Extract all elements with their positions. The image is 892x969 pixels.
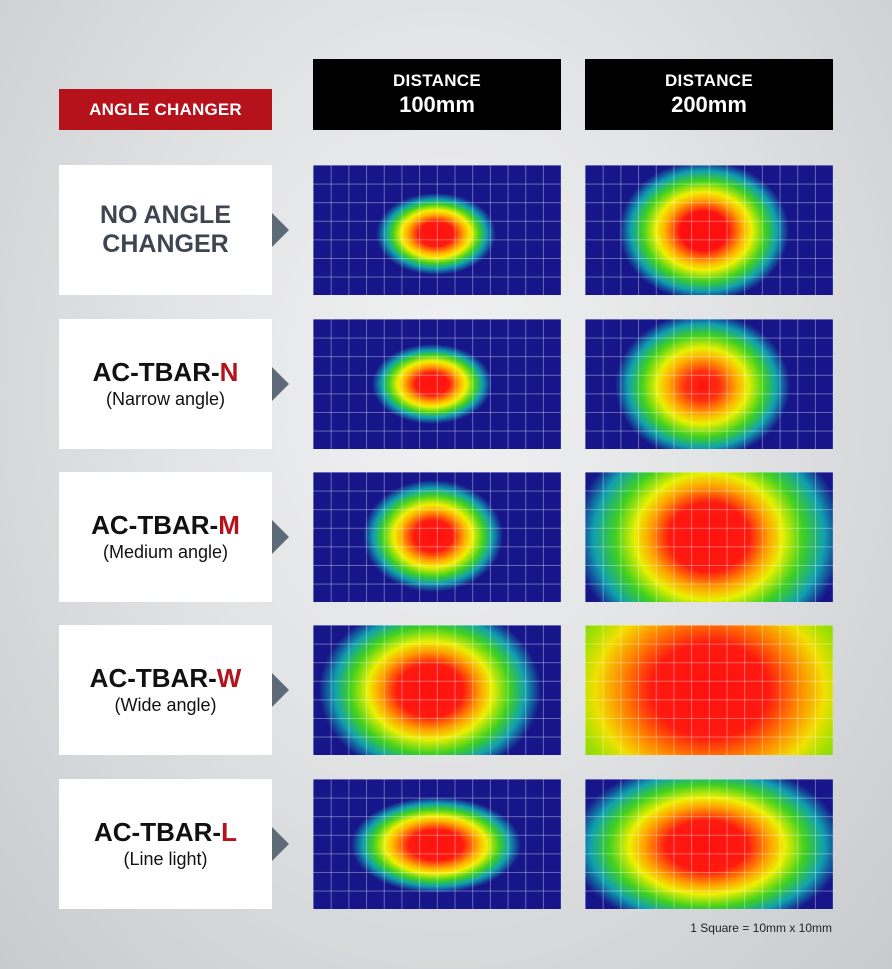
row-label-line2: CHANGER: [102, 230, 229, 258]
row-label-ac-tbar-m: AC-TBAR-M (Medium angle): [59, 472, 272, 602]
column-header-200mm: DISTANCE 200mm: [585, 59, 833, 130]
scale-footnote: 1 Square = 10mm x 10mm: [690, 921, 832, 935]
arrow-right-icon: [272, 827, 289, 861]
arrow-right-icon: [272, 520, 289, 554]
row-label-model: AC-TBAR-L: [94, 816, 237, 847]
column-header-100mm: DISTANCE 100mm: [313, 59, 561, 130]
heatmap-no-angle-200mm: [585, 165, 833, 295]
row-label-ac-tbar-w: AC-TBAR-W (Wide angle): [59, 625, 272, 755]
heatmap-l-100mm: [313, 779, 561, 909]
arrow-right-icon: [272, 213, 289, 247]
arrow-right-icon: [272, 367, 289, 401]
row-label-description: (Line light): [123, 849, 208, 870]
row-label-description: (Medium angle): [102, 542, 229, 563]
row-label-ac-tbar-l: AC-TBAR-L (Line light): [59, 779, 272, 909]
row-label-model: AC-TBAR-W: [89, 662, 242, 693]
row-label-no-angle-changer: NO ANGLE CHANGER: [59, 165, 272, 295]
heatmap-no-angle-100mm: [313, 165, 561, 295]
row-label-line1: NO ANGLE: [99, 201, 232, 230]
row-label-model: AC-TBAR-M: [91, 509, 240, 540]
row-label-model: AC-TBAR-N: [92, 356, 239, 387]
column-header-distance: 100mm: [399, 92, 475, 117]
column-header-distance: 200mm: [671, 92, 747, 117]
row-label-ac-tbar-n: AC-TBAR-N (Narrow angle): [59, 319, 272, 449]
angle-changer-header: ANGLE CHANGER: [59, 89, 272, 130]
heatmap-m-200mm: [585, 472, 833, 602]
heatmap-l-200mm: [585, 779, 833, 909]
heatmap-w-100mm: [313, 625, 561, 755]
heatmap-n-100mm: [313, 319, 561, 449]
heatmap-n-200mm: [585, 319, 833, 449]
arrow-right-icon: [272, 673, 289, 707]
heatmap-w-200mm: [585, 625, 833, 755]
column-header-title: DISTANCE: [392, 71, 482, 90]
row-label-description: (Narrow angle): [105, 389, 226, 410]
heatmap-m-100mm: [313, 472, 561, 602]
row-label-description: (Wide angle): [114, 695, 217, 716]
column-header-title: DISTANCE: [664, 71, 754, 90]
